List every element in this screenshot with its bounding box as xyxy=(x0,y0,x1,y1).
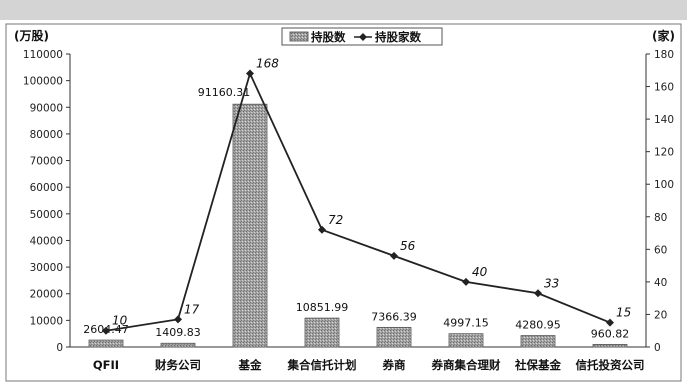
line-value-label: 40 xyxy=(472,265,488,279)
line-marker xyxy=(318,226,326,234)
bar xyxy=(377,327,411,347)
right-tick-label: 0 xyxy=(654,342,661,354)
left-axis-ticks: 0 10000 20000 30000 40000 50000 60000 70000 8000… xyxy=(23,49,70,354)
legend-bar-label: 持股数 xyxy=(311,30,346,44)
left-tick-label: 50000 xyxy=(30,209,63,221)
bar xyxy=(161,343,195,347)
right-axis-unit: (家) xyxy=(652,28,675,43)
category-label: 券商集合理财 xyxy=(431,358,501,372)
category-label: QFII xyxy=(93,358,119,372)
left-tick-label: 60000 xyxy=(30,182,63,194)
line-value-labels: 10 17 168 72 56 40 33 15 xyxy=(112,57,631,328)
left-tick-label: 10000 xyxy=(30,315,63,327)
legend: 持股数 持股家数 xyxy=(282,28,442,45)
legend-bar-swatch xyxy=(290,32,308,41)
right-tick-label: 80 xyxy=(654,212,667,224)
right-tick-label: 40 xyxy=(654,277,667,289)
right-tick-label: 20 xyxy=(654,309,667,321)
bar xyxy=(89,340,123,347)
bar-value-label: 10851.99 xyxy=(296,301,349,314)
bar xyxy=(305,318,339,347)
left-tick-label: 100000 xyxy=(23,76,63,88)
line-value-label: 56 xyxy=(400,239,416,253)
left-tick-label: 0 xyxy=(56,342,63,354)
left-tick-label: 70000 xyxy=(30,156,63,168)
left-tick-label: 20000 xyxy=(30,289,63,301)
line-value-label: 17 xyxy=(184,302,200,316)
bar-value-label: 7366.39 xyxy=(371,310,417,323)
right-axis-ticks: 0 20 40 60 80 100 120 140 160 180 xyxy=(646,49,674,354)
right-tick-label: 120 xyxy=(654,147,674,159)
line-marker xyxy=(462,278,470,286)
line-marker xyxy=(534,289,542,297)
bar xyxy=(449,334,483,347)
category-label: 集合信托计划 xyxy=(287,358,357,372)
line-marker xyxy=(174,315,182,323)
left-tick-label: 90000 xyxy=(30,102,63,114)
bar xyxy=(593,344,627,347)
bar-value-labels: 2604.471409.8391160.3110851.997366.39499… xyxy=(83,86,629,340)
line-marker xyxy=(246,70,254,78)
bar-value-label: 4280.95 xyxy=(515,319,561,332)
left-tick-label: 80000 xyxy=(30,129,63,141)
left-tick-label: 30000 xyxy=(30,262,63,274)
left-tick-label: 40000 xyxy=(30,235,63,247)
legend-line-label: 持股家数 xyxy=(375,30,421,44)
category-label: 财务公司 xyxy=(154,358,201,372)
bar xyxy=(233,104,267,347)
right-tick-label: 60 xyxy=(654,244,667,256)
right-tick-label: 100 xyxy=(654,179,674,191)
category-label: 券商 xyxy=(382,358,406,372)
right-tick-label: 180 xyxy=(654,49,674,61)
bar-series xyxy=(89,104,627,347)
line-marker xyxy=(606,319,614,327)
left-tick-label: 110000 xyxy=(23,49,63,61)
right-tick-label: 140 xyxy=(654,114,674,126)
bar-value-label: 1409.83 xyxy=(155,326,201,339)
category-labels: QFII 财务公司 基金 集合信托计划 券商 券商集合理财 社保基金 信托投资公司 xyxy=(93,358,645,372)
right-tick-label: 160 xyxy=(654,82,674,94)
line-path xyxy=(106,74,610,331)
bar-value-label: 4997.15 xyxy=(443,317,489,330)
category-label: 社保基金 xyxy=(514,358,561,372)
bar-value-label: 960.82 xyxy=(591,327,630,340)
line-value-label: 168 xyxy=(256,57,279,71)
line-marker xyxy=(390,252,398,260)
category-label: 信托投资公司 xyxy=(576,358,645,372)
bar xyxy=(521,336,555,347)
category-label: 基金 xyxy=(238,358,262,372)
line-value-label: 33 xyxy=(544,276,559,290)
left-axis-unit: (万股) xyxy=(14,28,49,43)
line-series xyxy=(102,70,614,335)
line-value-label: 15 xyxy=(616,306,631,320)
line-value-label: 72 xyxy=(328,213,343,227)
line-value-label: 10 xyxy=(112,314,128,328)
